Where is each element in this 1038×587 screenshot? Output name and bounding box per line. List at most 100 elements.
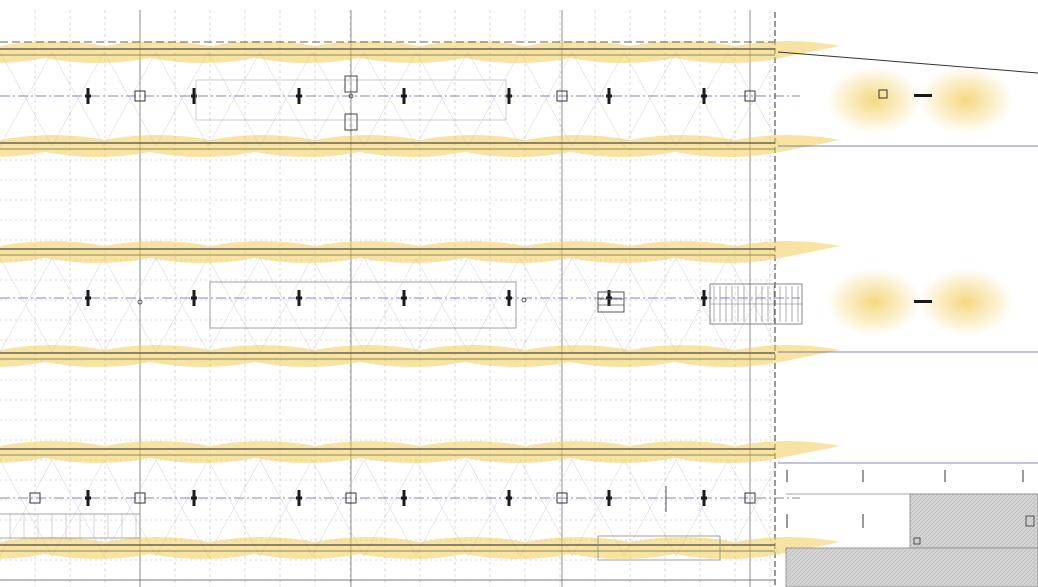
light-band (0, 241, 840, 263)
brace-line (0, 459, 53, 557)
end-lamp-glow-left-top (826, 66, 922, 134)
brace-line (467, 51, 521, 147)
light-fixture-bar (701, 296, 707, 300)
brace-line (103, 257, 157, 353)
light-band (0, 537, 840, 559)
brace-line (571, 51, 625, 147)
bottom-frame (597, 535, 721, 561)
brace-line (51, 51, 105, 147)
end-lamp-glow-left-mid (826, 268, 922, 336)
column-box (556, 492, 568, 504)
light-fixture-bar (701, 94, 707, 98)
tall-box-top-lower (344, 113, 358, 131)
brace-line (519, 51, 573, 147)
brace-line (155, 257, 209, 353)
platform-details (0, 75, 803, 581)
diagonal-roof-edge (777, 51, 1038, 74)
light-fixture-bar (85, 496, 91, 500)
small-post-1 (786, 470, 788, 482)
column-box (345, 492, 357, 504)
brace-line (623, 459, 677, 557)
small-box (913, 537, 921, 545)
column-box (134, 90, 146, 102)
brace-line (727, 459, 781, 557)
tall-box-top-upper (344, 75, 358, 93)
small-post-4 (1022, 470, 1024, 482)
brace-line (415, 257, 469, 353)
platforms (0, 88, 800, 506)
light-fixture-bar (401, 94, 407, 98)
brace-line (727, 51, 781, 147)
marker-circle (521, 297, 527, 303)
small-post-3 (944, 470, 946, 482)
brace-line (363, 51, 417, 147)
light-fixture-bar (506, 94, 512, 98)
brace-line (675, 257, 729, 353)
marker-circle (137, 299, 143, 305)
light-fixture-bar (401, 296, 407, 300)
brace-line (415, 459, 469, 557)
light-fixture-bar (191, 94, 197, 98)
bottom-hatched-block (785, 547, 1038, 587)
light-band (0, 135, 840, 157)
brace-line (207, 257, 261, 353)
light-band (0, 41, 840, 63)
brace-line (207, 459, 261, 557)
equipment-unit (597, 291, 625, 313)
brace-line (259, 51, 313, 147)
column-box (556, 90, 568, 102)
end-lamp-box-top (878, 89, 888, 99)
brace-line (51, 257, 105, 353)
stair-treads (710, 286, 802, 322)
brace-line (207, 51, 261, 147)
brace-line (311, 257, 365, 353)
column-box (744, 492, 756, 504)
column-box (29, 492, 41, 504)
right-side-area (777, 51, 1038, 587)
long-frame-mid (209, 281, 517, 329)
light-fixture-bar (191, 296, 197, 300)
brace-line (103, 51, 157, 147)
brace-line (0, 257, 53, 353)
brace-line (675, 51, 729, 147)
end-lamp-fixture-top (914, 94, 932, 97)
light-fixture-bar (85, 94, 91, 98)
light-fixture-bar (296, 94, 302, 98)
brace-line (155, 51, 209, 147)
brace-line (103, 459, 157, 557)
light-fixture-bar (606, 496, 612, 500)
end-lamp-fixture-mid (914, 300, 932, 303)
light-fixture-bar (701, 496, 707, 500)
brace-line (311, 459, 365, 557)
brace-line (259, 257, 313, 353)
marker-circle (348, 93, 354, 99)
small-post-2 (862, 470, 864, 482)
light-fixture-bar (506, 296, 512, 300)
brace-line (415, 51, 469, 147)
light-fixture-bar (606, 296, 612, 300)
light-fixture-bar (606, 94, 612, 98)
light-fixture-bar (85, 296, 91, 300)
light-bands (0, 41, 840, 559)
bottom-hatched-block-top (909, 493, 1038, 549)
column-box (134, 492, 146, 504)
brace-line (623, 51, 677, 147)
end-lamp-glow-right-mid (918, 268, 1014, 336)
column-box (744, 90, 756, 102)
brace-line (363, 257, 417, 353)
small-post-6 (862, 514, 864, 528)
brace-line (467, 257, 521, 353)
light-fixture-bar (296, 496, 302, 500)
bottom-bench-lines (0, 513, 775, 581)
end-lamp-glow-right-top (918, 66, 1014, 134)
light-band (0, 441, 840, 463)
light-fixture-bar (296, 296, 302, 300)
brace-line (311, 51, 365, 147)
brace-line (519, 459, 573, 557)
brace-line (623, 257, 677, 353)
light-fixture-bar (191, 496, 197, 500)
brace-line (519, 257, 573, 353)
light-band (0, 345, 840, 367)
brace-line (727, 257, 781, 353)
